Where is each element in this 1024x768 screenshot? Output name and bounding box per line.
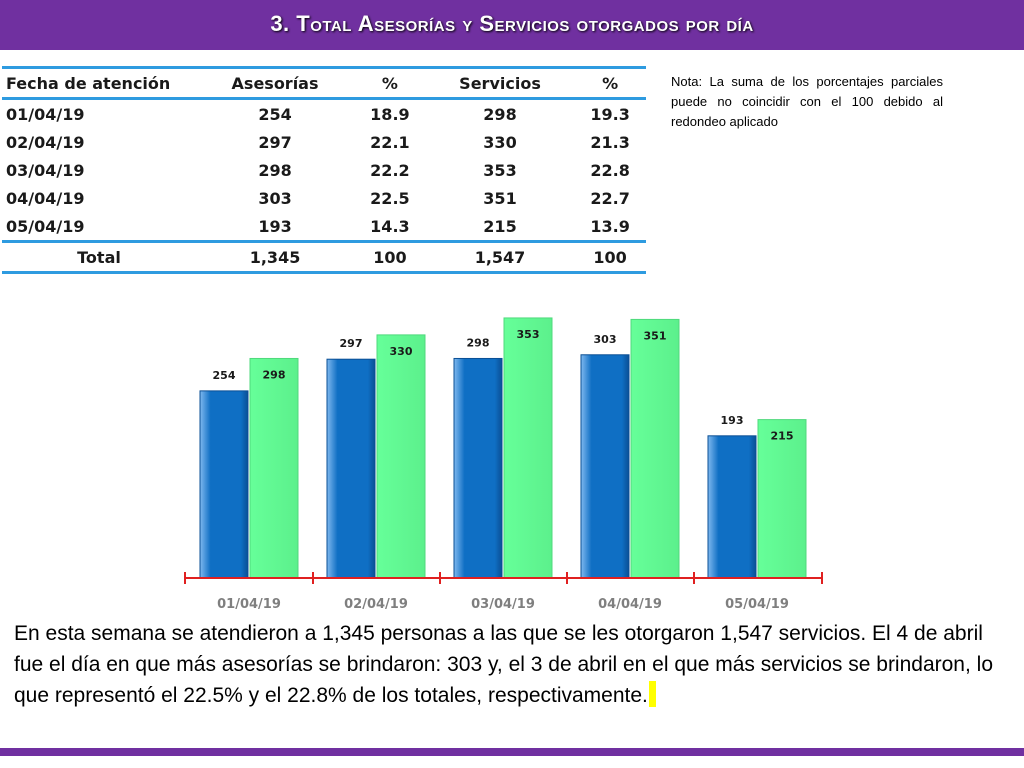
bar-asesorias-1 — [326, 358, 376, 579]
bar-asesorias-2 — [453, 357, 503, 579]
column-header-servicios: Servicios — [459, 73, 541, 93]
table-header-row: Fecha de atención Asesorías % Servicios … — [2, 67, 646, 99]
bar-servicios-2 — [503, 317, 553, 579]
data-label: 215 — [771, 430, 794, 443]
cell-asesorias: 254 — [258, 104, 292, 124]
column-header-asesorias-percent: % — [381, 73, 398, 93]
bar-servicios-0 — [249, 357, 299, 579]
page-title: 3. Total Asesorías y Servicios otorgados… — [270, 11, 754, 36]
bar-servicios-1 — [376, 334, 426, 579]
data-label: 303 — [594, 333, 617, 346]
bar-asesorias-0 — [199, 390, 249, 579]
summary-text: En esta semana se atendieron a 1,345 per… — [14, 618, 1014, 711]
cell-servicios-percent: 21.3 — [590, 132, 630, 152]
total-servicios: 1,547 — [474, 247, 526, 267]
table-row: 05/04/19 193 14.3 215 13.9 — [2, 212, 646, 242]
x-tick-label: 03/04/19 — [471, 597, 535, 612]
cell-date: 04/04/19 — [6, 188, 85, 208]
cell-date: 05/04/19 — [6, 216, 85, 236]
cell-servicios: 330 — [483, 132, 517, 152]
table-row: 03/04/19 298 22.2 353 22.8 — [2, 156, 646, 184]
footer-bar — [0, 748, 1024, 756]
table-row: 01/04/19 254 18.9 298 19.3 — [2, 99, 646, 129]
total-label: Total — [77, 247, 121, 267]
cell-date: 01/04/19 — [6, 104, 85, 124]
cell-servicios: 298 — [483, 104, 517, 124]
bar-asesorias-3 — [580, 354, 630, 579]
data-label: 297 — [340, 337, 363, 350]
cell-asesorias-percent: 22.2 — [370, 160, 410, 180]
cell-asesorias: 303 — [258, 188, 292, 208]
cell-servicios-percent: 13.9 — [590, 216, 630, 236]
cell-asesorias: 298 — [258, 160, 292, 180]
column-header-asesorias: Asesorías — [231, 73, 319, 93]
x-tick-label: 02/04/19 — [344, 597, 408, 612]
total-asesorias-percent: 100 — [373, 247, 407, 267]
table-total-row: Total 1,345 100 1,547 100 — [2, 242, 646, 273]
x-tick-label: 04/04/19 — [598, 597, 662, 612]
column-header-date: Fecha de atención — [6, 73, 171, 93]
total-asesorias: 1,345 — [249, 247, 301, 267]
cell-date: 03/04/19 — [6, 160, 85, 180]
cell-servicios-percent: 19.3 — [590, 104, 630, 124]
cell-asesorias: 297 — [258, 132, 292, 152]
data-label: 254 — [213, 369, 236, 382]
x-tick-label: 01/04/19 — [217, 597, 281, 612]
cell-date: 02/04/19 — [6, 132, 85, 152]
text-cursor-highlight — [648, 681, 656, 707]
cell-asesorias-percent: 22.5 — [370, 188, 410, 208]
daily-totals-table: Fecha de atención Asesorías % Servicios … — [2, 66, 646, 274]
bar-asesorias-4 — [707, 435, 757, 579]
cell-servicios: 351 — [483, 188, 517, 208]
total-servicios-percent: 100 — [593, 247, 627, 267]
cell-asesorias: 193 — [258, 216, 292, 236]
data-label: 351 — [644, 329, 667, 342]
summary-paragraph: En esta semana se atendieron a 1,345 per… — [14, 622, 994, 707]
title-bar — [0, 0, 1024, 50]
bar-chart: 254 298 01/04/19 297 330 02/04/19 298 353 03/04/… — [184, 317, 823, 612]
data-label: 353 — [517, 328, 540, 341]
cell-servicios: 353 — [483, 160, 517, 180]
cell-servicios: 215 — [483, 216, 517, 236]
data-label: 193 — [721, 414, 744, 427]
table-row: 04/04/19 303 22.5 351 22.7 — [2, 184, 646, 212]
data-label: 298 — [263, 368, 286, 381]
cell-asesorias-percent: 14.3 — [370, 216, 410, 236]
cell-asesorias-percent: 22.1 — [370, 132, 410, 152]
x-tick-label: 05/04/19 — [725, 597, 789, 612]
table-row: 02/04/19 297 22.1 330 21.3 — [2, 128, 646, 156]
bar-servicios-4 — [757, 419, 807, 579]
data-label: 298 — [467, 336, 490, 349]
cell-servicios-percent: 22.7 — [590, 188, 630, 208]
cell-asesorias-percent: 18.9 — [370, 104, 410, 124]
bar-servicios-3 — [630, 318, 680, 579]
data-label: 330 — [390, 345, 413, 358]
rounding-note: Nota: La suma de los porcentajes parcial… — [671, 74, 943, 129]
column-header-servicios-percent: % — [602, 73, 619, 93]
cell-servicios-percent: 22.8 — [590, 160, 630, 180]
